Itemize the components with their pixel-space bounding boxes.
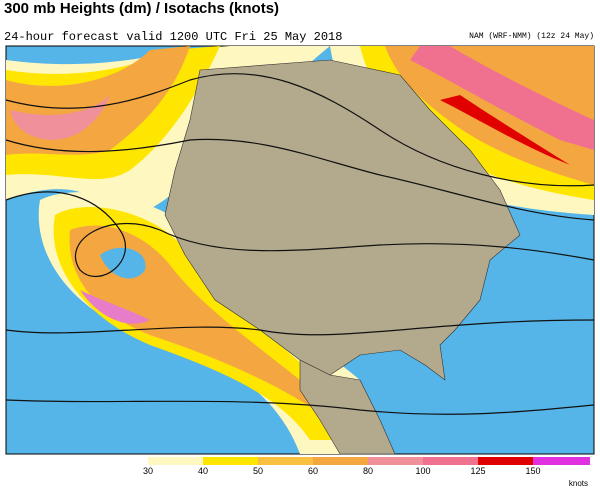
colorbar-label: 30 [143,466,153,476]
colorbar-label: 50 [253,466,263,476]
colorbar-label: 100 [415,466,430,476]
colorbar-label: 40 [198,466,208,476]
land [164,59,521,381]
map-title: 300 mb Heights (dm) / Isotachs (knots) [4,0,280,17]
colorbar-labels: 30 40 50 60 80 100 125 150 [143,466,541,476]
colorbar-label: 60 [308,466,318,476]
model-label: NAM (WRF-NMM) (12z 24 May) [469,32,594,41]
colorbar-unit: knots [569,479,588,488]
colorbar-label: 125 [470,466,485,476]
jet-bands [6,46,594,454]
colorbar-label: 150 [525,466,540,476]
colorbar-label: 80 [363,466,373,476]
map-subtitle: 24-hour forecast valid 1200 UTC Fri 25 M… [4,30,343,44]
mexico [299,359,396,455]
height-contours [5,73,595,415]
colorbar [148,457,590,465]
